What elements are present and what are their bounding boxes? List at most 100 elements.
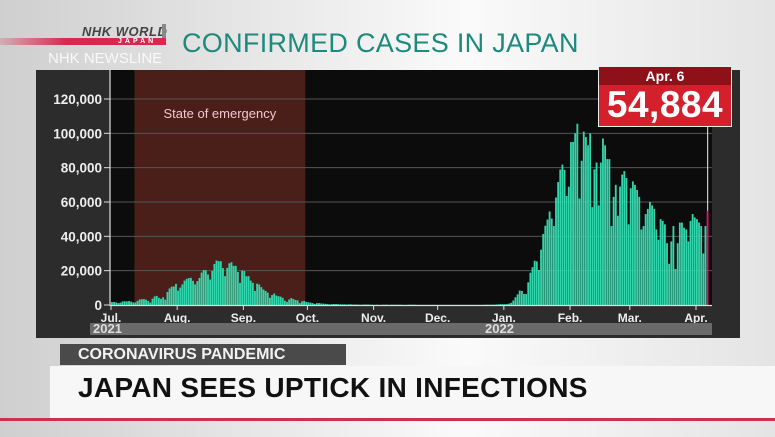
bar [217, 261, 220, 305]
bar [294, 300, 297, 305]
bottom-red-line [0, 418, 775, 421]
bar [254, 290, 256, 305]
bar [602, 138, 604, 305]
bar [625, 177, 628, 305]
y-tick-label: 40,000 [61, 229, 102, 244]
bar [262, 289, 265, 305]
bar [642, 226, 645, 305]
bar [134, 302, 137, 305]
bar [572, 141, 574, 305]
bar [501, 304, 504, 305]
bar [147, 301, 150, 305]
bar [552, 226, 555, 305]
bar [170, 286, 173, 305]
bar [499, 304, 502, 305]
topic-tag: CORONAVIRUS PANDEMIC [60, 344, 346, 365]
bar [510, 302, 513, 305]
bar [155, 295, 158, 305]
bar [678, 222, 681, 305]
bar [700, 226, 703, 305]
bar [226, 267, 229, 305]
bar [544, 225, 547, 305]
bar [298, 303, 301, 305]
bar [162, 297, 165, 305]
bar [593, 169, 596, 305]
bar [698, 222, 700, 305]
callout-value: 54,884 [606, 84, 724, 125]
bar [337, 304, 340, 305]
bar [644, 214, 647, 305]
nhk-japan-logo: JAPAN [118, 38, 157, 45]
year-label-2022: 2022 [485, 321, 514, 336]
bar [149, 302, 152, 305]
y-tick-label: 60,000 [61, 195, 102, 210]
bar [367, 304, 370, 305]
bar [119, 302, 122, 305]
bar [559, 169, 562, 305]
bar [362, 304, 365, 305]
bar [365, 304, 367, 305]
logo-block [162, 24, 166, 38]
bar [495, 304, 498, 305]
bar [125, 301, 128, 305]
program-name: NHK NEWSLINE [48, 50, 163, 67]
bar [497, 304, 500, 305]
year-bar: 2021 2022 [90, 321, 712, 336]
bar [576, 123, 579, 305]
x-tick-label: Aug. [164, 311, 191, 325]
bar [503, 304, 506, 305]
bar [514, 297, 517, 305]
bar [670, 241, 673, 305]
bar [333, 303, 335, 305]
bar [132, 302, 135, 305]
latest-value-callout: Apr. 6 54,884 [598, 66, 732, 127]
bar [166, 291, 169, 305]
bar [160, 298, 162, 305]
bar [301, 301, 303, 305]
bar [283, 300, 286, 305]
bar [546, 219, 549, 305]
bar [164, 299, 167, 305]
bar [508, 303, 510, 305]
bar [213, 263, 216, 305]
bar [175, 283, 177, 305]
bar [151, 298, 154, 305]
bar [232, 265, 235, 305]
y-tick-label: 20,000 [61, 264, 102, 279]
bar [354, 304, 357, 305]
bar [258, 284, 261, 305]
emergency-label: State of emergency [164, 106, 277, 121]
bar [222, 268, 224, 305]
y-tick-label: 100,000 [53, 126, 102, 141]
bar [241, 270, 244, 305]
bar [189, 277, 192, 305]
bar [343, 304, 346, 305]
bar [616, 215, 619, 305]
bar [345, 304, 348, 305]
bar [273, 293, 276, 305]
bar [215, 260, 218, 305]
y-tick-label: 120,000 [53, 92, 102, 107]
bar [531, 267, 534, 305]
bar [320, 303, 323, 305]
x-tick-label: Apr. [684, 311, 707, 325]
bar [245, 276, 248, 305]
bar [604, 145, 607, 305]
bar [512, 300, 515, 305]
bar [672, 226, 675, 305]
bar [614, 184, 617, 305]
bar [619, 186, 621, 305]
callout-date: Apr. 6 [599, 67, 731, 85]
bar [247, 276, 250, 305]
bar [230, 262, 233, 305]
y-tick-label: 80,000 [61, 161, 102, 176]
bar [570, 142, 572, 305]
bar [595, 162, 598, 305]
bar [290, 298, 293, 305]
bar [584, 137, 587, 305]
bar [582, 131, 585, 305]
bar [638, 196, 641, 305]
bar [268, 297, 271, 305]
bar [591, 207, 594, 305]
bar [693, 217, 696, 305]
